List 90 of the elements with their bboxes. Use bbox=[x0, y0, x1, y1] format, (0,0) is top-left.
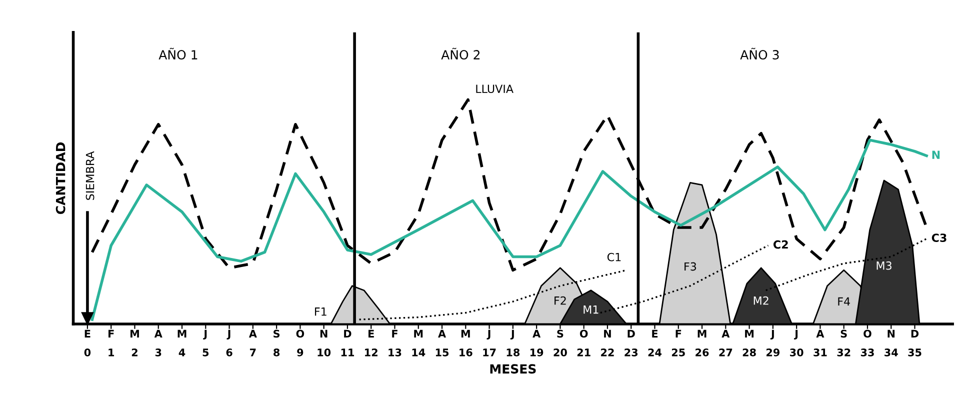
text: N bbox=[604, 330, 611, 338]
x-axis-title: MESES bbox=[490, 364, 536, 374]
x-tick-label: 25 bbox=[672, 348, 685, 356]
text: J bbox=[794, 330, 798, 340]
text: M bbox=[698, 330, 706, 338]
annotation: SIEMBRA bbox=[86, 151, 94, 200]
x-tick-label: 18 bbox=[506, 348, 520, 356]
text: F bbox=[676, 330, 682, 338]
x-tick-label: 8 bbox=[274, 348, 280, 356]
x-tick-label: 15 bbox=[436, 348, 449, 356]
text: N bbox=[888, 330, 895, 338]
text: A bbox=[438, 330, 446, 338]
text: O bbox=[580, 330, 588, 338]
text: A bbox=[816, 330, 824, 338]
y-axis-title: CANTIDAD bbox=[56, 142, 66, 214]
text: D bbox=[344, 330, 352, 338]
x-tick-label: 0 bbox=[84, 348, 91, 356]
x-tick-label: 3 bbox=[155, 348, 162, 356]
text: J bbox=[226, 330, 230, 340]
series-label: F1 bbox=[315, 308, 326, 316]
x-tick-label: 35 bbox=[908, 348, 922, 356]
text: A bbox=[722, 330, 730, 338]
x-tick-label: 7 bbox=[250, 348, 256, 356]
text: A bbox=[154, 330, 162, 338]
x-tick-label: 24 bbox=[648, 348, 662, 356]
x-tick-label: 2 bbox=[132, 348, 138, 356]
x-tick-label: 10 bbox=[318, 348, 331, 356]
text: A bbox=[532, 330, 541, 338]
text: M bbox=[745, 330, 754, 338]
series-label: C2 bbox=[773, 240, 788, 249]
text: AÑO 1 bbox=[158, 48, 198, 60]
x-tick-label: 22 bbox=[601, 348, 614, 356]
series-label: M3 bbox=[876, 261, 892, 270]
text: M bbox=[461, 330, 470, 338]
x-tick-label: 14 bbox=[412, 348, 426, 356]
text: J bbox=[510, 330, 514, 340]
x-tick-label: 27 bbox=[719, 348, 732, 356]
text: S bbox=[274, 330, 280, 338]
x-tick-label: 28 bbox=[742, 348, 756, 356]
x-tick-label: 33 bbox=[860, 348, 874, 356]
x-tick-label: 6 bbox=[226, 348, 232, 356]
series-label: LLUVIA bbox=[476, 84, 514, 94]
x-tick-label: 4 bbox=[178, 348, 186, 356]
series-label: N bbox=[932, 150, 940, 159]
x-tick-label: 17 bbox=[483, 348, 496, 356]
text: D bbox=[911, 330, 919, 338]
text: F bbox=[392, 330, 398, 338]
text: M bbox=[178, 330, 186, 338]
text: N bbox=[320, 330, 328, 338]
series-label: M2 bbox=[754, 296, 768, 305]
text: O bbox=[864, 330, 872, 338]
text: E bbox=[84, 330, 90, 338]
series-label: M1 bbox=[584, 306, 598, 314]
x-tick-label: 5 bbox=[202, 348, 209, 356]
x-tick-label: 16 bbox=[460, 348, 472, 356]
x-tick-label: 31 bbox=[814, 348, 827, 356]
text: AÑO 2 bbox=[441, 48, 480, 60]
x-tick-label: 30 bbox=[790, 348, 804, 356]
text: AÑO 3 bbox=[740, 48, 779, 60]
series-label: F2 bbox=[554, 296, 566, 305]
x-tick-label: 12 bbox=[365, 348, 378, 356]
x-tick-label: 26 bbox=[696, 348, 709, 356]
text: A bbox=[248, 330, 257, 338]
x-tick-label: 13 bbox=[388, 348, 402, 356]
text: J bbox=[203, 330, 207, 340]
text: E bbox=[652, 330, 658, 338]
text: O bbox=[296, 330, 304, 338]
x-tick-label: 21 bbox=[577, 348, 590, 356]
series-label: C1 bbox=[607, 252, 621, 262]
series-label: C3 bbox=[932, 234, 946, 242]
x-tick-label: 9 bbox=[297, 348, 304, 356]
text: D bbox=[628, 330, 635, 338]
x-tick-label: 11 bbox=[341, 348, 354, 356]
text: S bbox=[557, 330, 564, 338]
text: S bbox=[840, 330, 847, 338]
text: M bbox=[414, 330, 423, 338]
x-tick-label: 20 bbox=[554, 348, 567, 356]
text: J bbox=[770, 330, 774, 340]
x-tick-label: 1 bbox=[108, 348, 114, 356]
text: E bbox=[368, 330, 374, 338]
text: F bbox=[108, 330, 114, 338]
x-tick-label: 32 bbox=[837, 348, 850, 356]
series-label: F4 bbox=[838, 297, 850, 306]
x-tick-label: 23 bbox=[624, 348, 638, 356]
text: M bbox=[130, 330, 139, 338]
x-tick-label: 29 bbox=[766, 348, 780, 356]
text: J bbox=[486, 330, 490, 340]
x-tick-label: 19 bbox=[530, 348, 544, 356]
series-label: F3 bbox=[684, 262, 696, 271]
x-tick-label: 34 bbox=[884, 348, 898, 356]
